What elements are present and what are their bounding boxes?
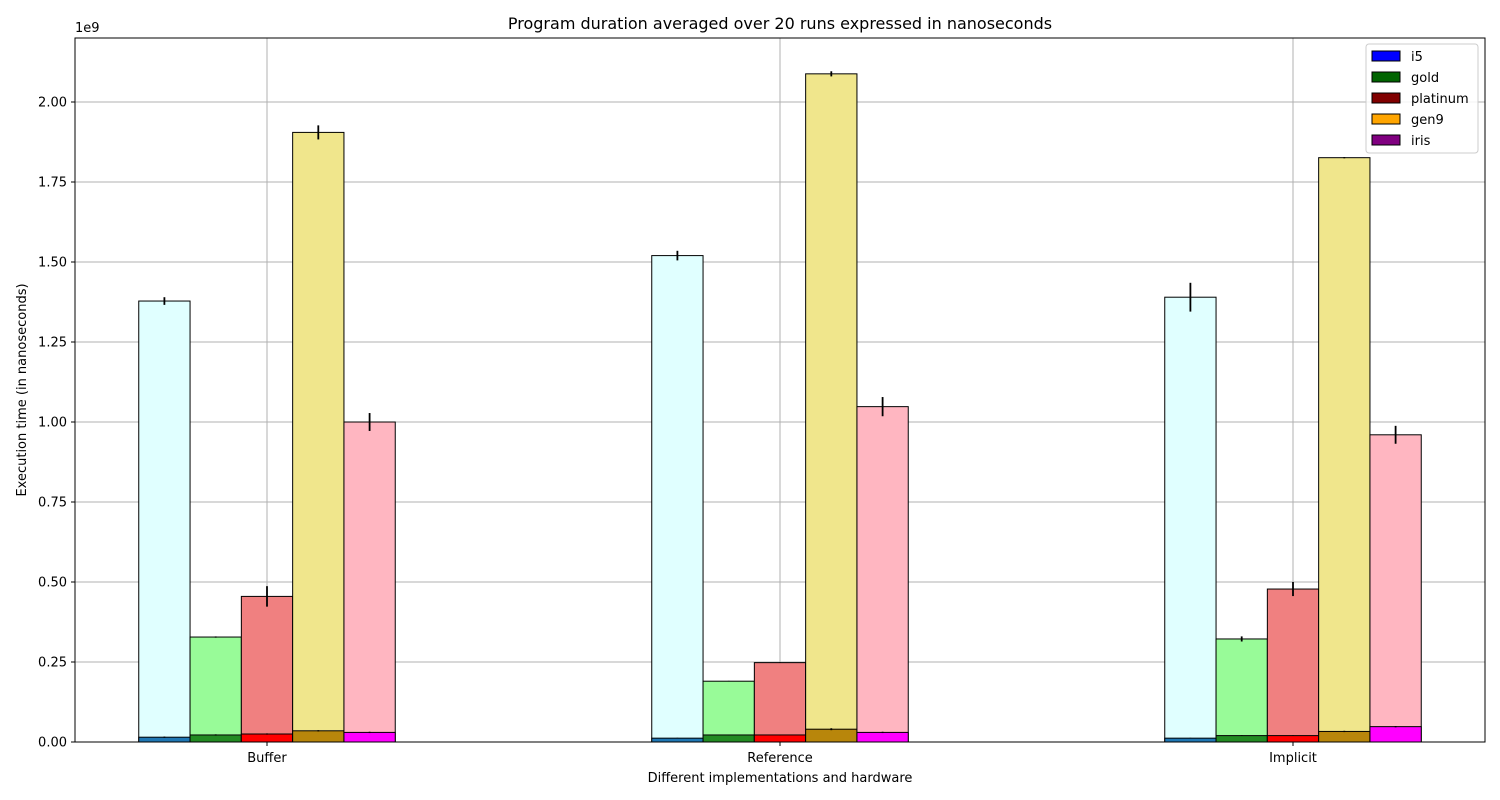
legend: i5 gold platinum gen9 iris [1365,43,1479,154]
bar-iris-bottom [856,731,909,743]
bar-gold-bottom [702,734,755,743]
legend-swatch-i5 [1371,50,1401,62]
legend-swatch-iris [1371,134,1401,146]
y-tick-label: 0.75 [38,496,67,511]
bar-gen9-total [1318,157,1371,743]
bar-iris-bottom [1369,726,1422,743]
legend-label-gen9: gen9 [1411,113,1444,128]
bar-gen9-bottom [292,730,345,743]
bar-gold-bottom [1215,735,1268,743]
bar-gen9-total [292,131,345,743]
bar-iris-total [1369,434,1422,743]
bar-iris-total [856,406,909,743]
bar-platinum-total [753,662,807,743]
bar-gold-bottom [189,734,242,743]
y-axis-offset-text: 1e9 [75,21,100,36]
error-bars [163,71,1397,739]
y-tick-label: 0.50 [38,576,67,591]
bar-platinum-total [1266,588,1320,743]
x-axis-label: Different implementations and hardware [648,771,913,786]
bar-gen9-total [805,73,858,743]
legend-label-i5: i5 [1411,50,1423,65]
bar-i5-bottom [1164,737,1217,743]
y-tick-label: 0.25 [38,656,67,671]
y-axis-label: Execution time (in nanoseconds) [15,283,30,496]
legend-swatch-platinum [1371,92,1401,104]
y-tick-label: 1.25 [38,336,67,351]
y-tick-label: 1.75 [38,176,67,191]
bar-gold-total [702,680,755,743]
bar-platinum-bottom [240,733,294,743]
bar-i5-total [1164,296,1217,743]
bar-i5-total [138,300,191,743]
legend-label-platinum: platinum [1411,92,1469,107]
legend-frame [1365,43,1479,154]
bar-iris-bottom [343,731,396,743]
bars [138,73,1422,743]
bar-i5-total [651,255,704,743]
x-tick-label: Buffer [247,751,287,766]
y-tick-label: 2.00 [38,96,67,111]
x-tick-label: Implicit [1269,751,1317,766]
y-tick-label: 0.00 [38,736,67,751]
axes: 0.00 0.25 0.50 0.75 1.00 1.25 1.50 1.75 2.00 Buff… [38,96,1317,767]
bar-i5-bottom [138,736,191,743]
bar-platinum-bottom [753,734,807,743]
legend-label-gold: gold [1411,71,1439,86]
bar-i5-bottom [651,737,704,743]
legend-label-iris: iris [1411,134,1431,149]
bar-iris-total [343,421,396,743]
chart-title: Program duration averaged over 20 runs e… [508,14,1052,33]
bar-platinum-bottom [1266,735,1320,743]
y-tick-label: 1.50 [38,256,67,271]
x-tick-label: Reference [747,751,812,766]
bar-gen9-bottom [1318,730,1371,743]
legend-swatch-gen9 [1371,113,1401,125]
y-tick-label: 1.00 [38,416,67,431]
bar-gold-total [1215,638,1268,743]
bar-platinum-total [240,595,294,743]
bar-gold-total [189,636,242,743]
bar-gen9-bottom [805,728,858,743]
legend-swatch-gold [1371,71,1401,83]
